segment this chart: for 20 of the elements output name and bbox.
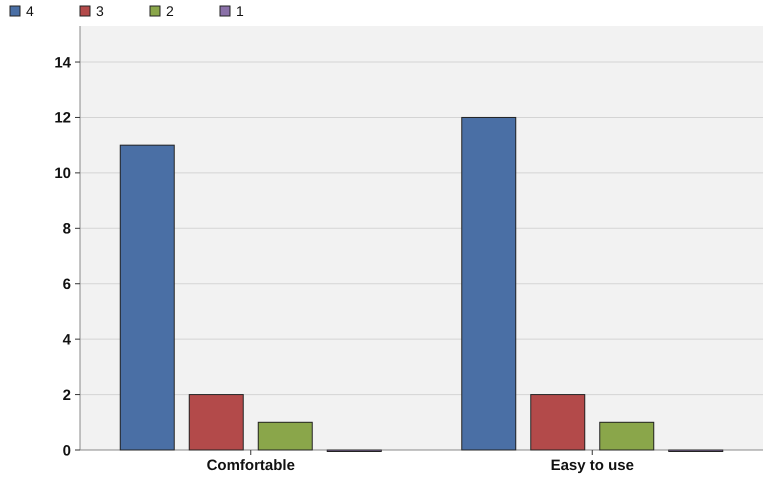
y-tick-label: 6 — [62, 276, 71, 293]
y-tick-label: 12 — [54, 110, 71, 127]
bar — [188, 394, 244, 450]
bar — [599, 422, 654, 450]
bar — [461, 116, 516, 450]
x-tick-label: Comfortable — [206, 457, 295, 474]
y-tick-label: 0 — [62, 442, 71, 460]
legend-label: 4 — [26, 3, 34, 19]
x-tick-label: Easy to use — [550, 457, 634, 474]
legend-label: 1 — [236, 3, 244, 19]
y-tick-label: 14 — [54, 54, 72, 72]
y-tick-label: 2 — [62, 386, 71, 404]
legend-label: 2 — [166, 3, 174, 19]
bar — [258, 422, 313, 450]
legend-label: 3 — [96, 3, 104, 19]
bar — [120, 144, 175, 450]
y-tick-label: 8 — [62, 220, 71, 238]
y-tick-label: 4 — [62, 331, 72, 348]
bar — [530, 394, 586, 450]
y-tick-label: 10 — [54, 165, 71, 182]
